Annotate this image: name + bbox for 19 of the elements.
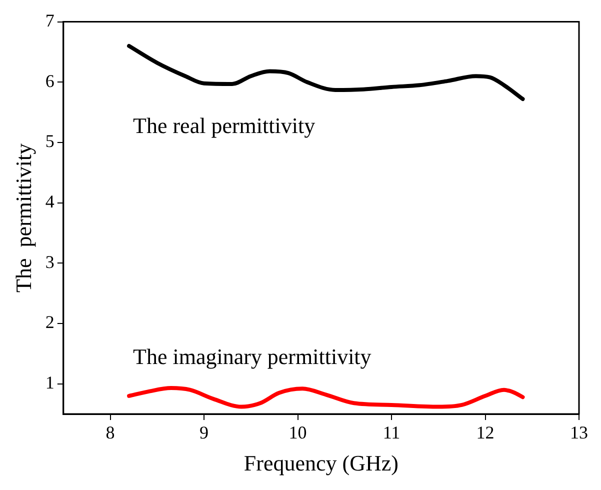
x-tick-label: 9 bbox=[200, 422, 209, 443]
series-label: The real permittivity bbox=[133, 112, 316, 138]
y-tick-label: 7 bbox=[45, 10, 54, 31]
x-tick-label: 8 bbox=[106, 422, 115, 443]
x-tick-label: 10 bbox=[288, 422, 307, 443]
x-axis-title: Frequency (GHz) bbox=[244, 450, 398, 476]
y-axis-title: The permittivity bbox=[10, 143, 36, 292]
x-tick-label: 12 bbox=[476, 422, 494, 443]
y-tick-label: 6 bbox=[45, 70, 54, 91]
y-tick-label: 4 bbox=[45, 192, 54, 212]
y-tick-label: 5 bbox=[45, 131, 54, 152]
y-tick-label: 3 bbox=[45, 252, 54, 272]
line-series bbox=[127, 44, 525, 102]
y-tick-label: 2 bbox=[45, 312, 54, 332]
series-label: The imaginary permittivity bbox=[133, 344, 372, 369]
x-tick-label: 13 bbox=[570, 422, 588, 443]
line-series bbox=[127, 386, 525, 409]
x-tick-label: 11 bbox=[382, 422, 400, 443]
y-tick-label: 1 bbox=[45, 372, 54, 393]
